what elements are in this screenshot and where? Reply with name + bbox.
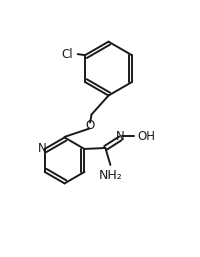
Text: N: N — [115, 130, 124, 143]
Text: NH₂: NH₂ — [98, 169, 122, 182]
Text: Cl: Cl — [61, 48, 73, 61]
Text: N: N — [38, 142, 46, 155]
Text: OH: OH — [136, 130, 154, 143]
Text: O: O — [84, 119, 94, 132]
